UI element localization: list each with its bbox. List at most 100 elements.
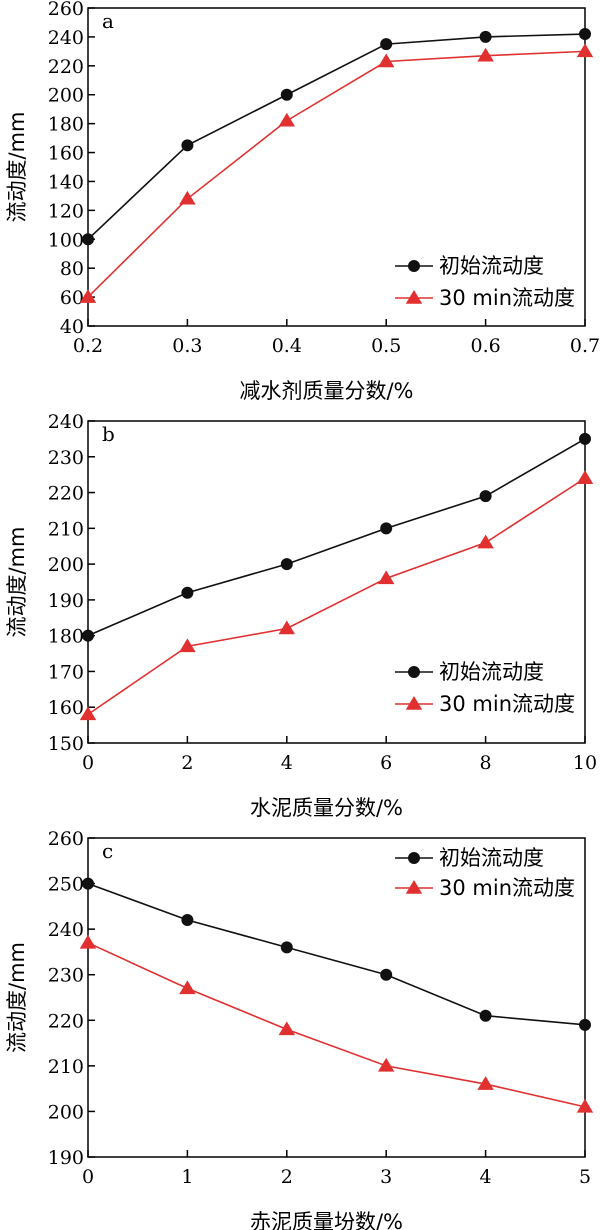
y-tick-label: 150 bbox=[48, 733, 84, 755]
data-point-circle bbox=[82, 629, 94, 642]
y-tick-label: 60 bbox=[60, 287, 84, 309]
x-tick-label: 0.5 bbox=[371, 335, 401, 357]
data-point-triangle bbox=[576, 43, 594, 58]
series-2 bbox=[79, 43, 594, 303]
legend-entry-2: 30 min流动度 bbox=[395, 286, 575, 310]
legend-entry-1: 初始流动度 bbox=[395, 660, 544, 684]
series-line bbox=[87, 942, 586, 1108]
x-tick-label: 0.4 bbox=[272, 335, 302, 357]
data-point-circle bbox=[280, 558, 293, 571]
x-tick-label: 0.2 bbox=[73, 335, 103, 357]
y-axis-title: 流动度/mm bbox=[5, 942, 29, 1053]
legend-marker bbox=[405, 290, 423, 304]
series-2 bbox=[79, 470, 594, 721]
series-1 bbox=[82, 28, 591, 246]
x-tick-label: 1 bbox=[181, 1166, 193, 1188]
series-2 bbox=[79, 934, 594, 1113]
data-point-circle bbox=[280, 88, 293, 101]
y-tick-label: 240 bbox=[48, 919, 84, 941]
x-tick-label: 10 bbox=[573, 752, 597, 774]
data-point-circle bbox=[380, 968, 393, 981]
y-tick-label: 200 bbox=[48, 554, 84, 576]
y-tick-label: 260 bbox=[48, 828, 84, 850]
y-tick-label: 80 bbox=[60, 258, 84, 280]
x-tick-label: 0 bbox=[82, 1166, 94, 1188]
data-point-circle bbox=[181, 139, 194, 152]
y-tick-label: 40 bbox=[60, 316, 84, 338]
plot-frame bbox=[87, 837, 586, 1158]
legend-marker bbox=[408, 260, 420, 272]
x-tick-label: 4 bbox=[281, 752, 293, 774]
legend-label: 30 min流动度 bbox=[439, 876, 575, 900]
legend-marker bbox=[408, 666, 420, 678]
chart-b: b 150 160 170 180 190 200 210 220 230 240 0 2 4 6 8 10 水泥… bbox=[5, 411, 597, 820]
legend-label: 30 min流动度 bbox=[439, 692, 575, 716]
panel-label: c bbox=[102, 839, 113, 863]
x-tick-label: 2 bbox=[281, 1166, 293, 1188]
data-point-triangle bbox=[179, 638, 196, 653]
x-tick-label: 0.6 bbox=[470, 335, 500, 357]
series-line bbox=[87, 50, 586, 298]
legend-marker bbox=[405, 880, 423, 894]
y-tick-label: 220 bbox=[48, 56, 84, 78]
data-point-circle bbox=[82, 877, 94, 890]
y-axis-title: 流动度/mm bbox=[5, 527, 29, 638]
y-tick-label: 160 bbox=[48, 697, 84, 719]
x-axis-title: 减水剂质量分数/% bbox=[239, 379, 413, 403]
x-tick-label: 0.7 bbox=[570, 335, 600, 357]
series-line bbox=[87, 477, 586, 716]
series-1 bbox=[82, 877, 591, 1031]
y-tick-label: 200 bbox=[48, 1101, 84, 1123]
data-point-triangle bbox=[278, 620, 296, 635]
data-point-triangle bbox=[79, 934, 97, 949]
x-tick-label: 8 bbox=[480, 752, 492, 774]
data-point-circle bbox=[181, 914, 194, 927]
y-tick-label: 170 bbox=[48, 661, 84, 683]
y-tick-label: 240 bbox=[48, 27, 84, 49]
y-tick-label: 260 bbox=[48, 0, 84, 20]
y-tick-label: 210 bbox=[48, 518, 84, 540]
data-point-circle bbox=[280, 941, 293, 954]
data-point-triangle bbox=[79, 289, 97, 303]
panel-label: a bbox=[102, 9, 114, 33]
x-axis-title: 赤泥质量坋数/% bbox=[250, 1210, 403, 1230]
y-axis-title: 流动度/mm bbox=[5, 112, 29, 223]
panel-label: b bbox=[102, 422, 115, 446]
plot-frame bbox=[87, 420, 586, 744]
chart-a: a 40 60 80 100 120 140 160 180 200 220 240 260 0.2 0.3… bbox=[5, 0, 600, 403]
data-point-triangle bbox=[278, 1021, 296, 1036]
legend-entry-2: 30 min流动度 bbox=[395, 876, 575, 900]
data-point-circle bbox=[579, 1018, 591, 1031]
legend-marker bbox=[408, 852, 420, 864]
data-point-triangle bbox=[477, 47, 494, 62]
data-point-triangle bbox=[576, 470, 594, 484]
x-tick-label: 5 bbox=[579, 1166, 591, 1188]
data-point-circle bbox=[380, 38, 393, 51]
x-tick-label: 4 bbox=[480, 1166, 492, 1188]
data-point-triangle bbox=[179, 190, 196, 205]
series-line bbox=[87, 438, 586, 637]
y-tick-label: 250 bbox=[48, 874, 84, 896]
y-tick-label: 120 bbox=[48, 200, 84, 222]
y-tick-label: 240 bbox=[48, 411, 84, 433]
data-point-triangle bbox=[477, 534, 494, 549]
data-point-circle bbox=[181, 586, 194, 599]
y-tick-label: 220 bbox=[48, 483, 84, 505]
chart-c: c 190 200 210 220 230 240 250 260 0 1 2 3 4 5 赤泥质量坋数/% 流… bbox=[5, 828, 594, 1230]
data-point-triangle bbox=[377, 570, 395, 585]
legend-label: 30 min流动度 bbox=[439, 286, 575, 310]
x-tick-label: 6 bbox=[380, 752, 392, 774]
legend-entry-1: 初始流动度 bbox=[395, 846, 544, 870]
plot-frame bbox=[87, 7, 586, 327]
x-axis-title: 水泥质量分数/% bbox=[250, 796, 403, 820]
legend-entry-1: 初始流动度 bbox=[395, 254, 544, 278]
series-1 bbox=[82, 432, 591, 642]
data-point-circle bbox=[479, 1009, 492, 1022]
y-tick-label: 210 bbox=[48, 1056, 84, 1078]
x-tick-label: 2 bbox=[181, 752, 193, 774]
data-point-triangle bbox=[179, 980, 196, 995]
legend-entry-2: 30 min流动度 bbox=[395, 692, 575, 716]
x-tick-label: 0 bbox=[82, 752, 94, 774]
data-point-circle bbox=[579, 28, 591, 41]
data-point-triangle bbox=[477, 1076, 494, 1090]
